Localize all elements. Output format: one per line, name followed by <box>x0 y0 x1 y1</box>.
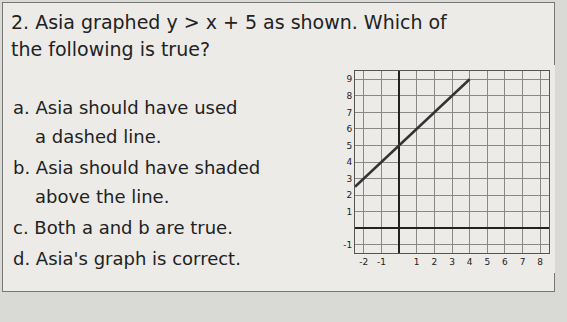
svg-text:2: 2 <box>431 257 437 267</box>
svg-text:-2: -2 <box>359 257 368 267</box>
svg-text:-1: -1 <box>377 257 386 267</box>
svg-text:1: 1 <box>414 257 420 267</box>
svg-text:3: 3 <box>346 174 352 184</box>
html-text:above the line.: above the line. <box>35 186 170 207</box>
svg-text:7: 7 <box>346 108 352 118</box>
svg-text:8: 8 <box>346 91 352 101</box>
svg-text:5: 5 <box>484 257 490 267</box>
svg-text:1: 1 <box>346 207 352 217</box>
svg-text:4: 4 <box>346 157 352 167</box>
html-text:2. Asia graphed y > x + 5 as s: 2. Asia graphed y > x + 5 as shown. Whic… <box>11 11 447 33</box>
svg-text:4: 4 <box>467 257 473 267</box>
svg-text:3: 3 <box>449 257 455 267</box>
html-text:the following is true?: the following is true? <box>11 38 210 60</box>
svg-text:7: 7 <box>520 257 526 267</box>
svg-text:2: 2 <box>346 190 352 200</box>
html-text:a dashed line.: a dashed line. <box>35 126 162 147</box>
svg-text:-1: -1 <box>343 240 352 250</box>
html-text:b. Asia should have shaded: b. Asia should have shaded <box>13 157 261 178</box>
svg-text:9: 9 <box>346 74 352 84</box>
html-text:d. Asia's graph is correct.: d. Asia's graph is correct. <box>13 248 241 269</box>
svg-text:8: 8 <box>537 257 543 267</box>
html-text:a. Asia should have used: a. Asia should have used <box>13 97 238 118</box>
svg-text:5: 5 <box>346 141 352 151</box>
html-text:c. Both a and b are true.: c. Both a and b are true. <box>13 217 233 238</box>
svg-text:6: 6 <box>502 257 508 267</box>
svg-text:6: 6 <box>346 124 352 134</box>
